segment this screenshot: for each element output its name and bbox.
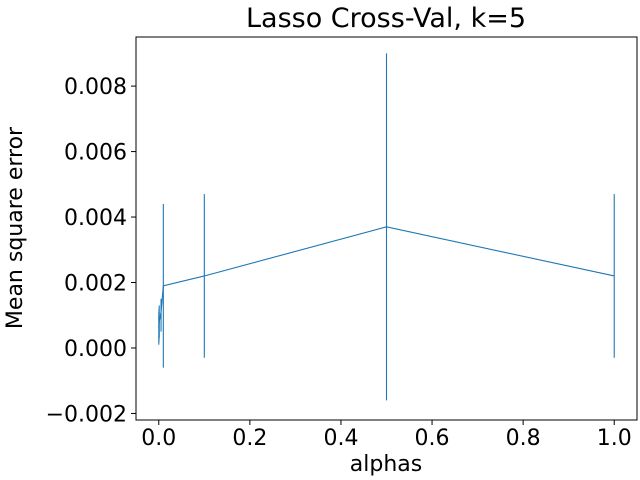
y-tick-label: 0.008 <box>64 75 127 100</box>
x-tick-label: 1.0 <box>597 426 632 451</box>
x-tick-label: 0.4 <box>323 426 358 451</box>
chart-title: Lasso Cross-Val, k=5 <box>246 3 526 34</box>
x-tick-label: 0.2 <box>232 426 267 451</box>
plot-area <box>158 53 615 401</box>
x-tick-label: 0.6 <box>415 426 450 451</box>
x-axis: 0.0 0.2 0.4 0.6 0.8 1.0 <box>141 420 632 451</box>
y-tick-label: −0.002 <box>46 402 127 427</box>
y-tick-label: 0.004 <box>64 206 127 231</box>
x-tick-label: 0.8 <box>506 426 541 451</box>
y-axis-label: Mean square error <box>3 126 28 329</box>
y-tick-label: 0.002 <box>64 272 127 297</box>
x-tick-label: 0.0 <box>141 426 176 451</box>
y-axis: −0.002 0.000 0.002 0.004 0.006 0.008 <box>46 75 136 427</box>
x-axis-label: alphas <box>350 452 422 477</box>
plot-frame <box>135 36 638 421</box>
series-line-0 <box>158 226 615 329</box>
y-tick-label: 0.000 <box>64 337 127 362</box>
y-tick-label: 0.006 <box>64 141 127 166</box>
